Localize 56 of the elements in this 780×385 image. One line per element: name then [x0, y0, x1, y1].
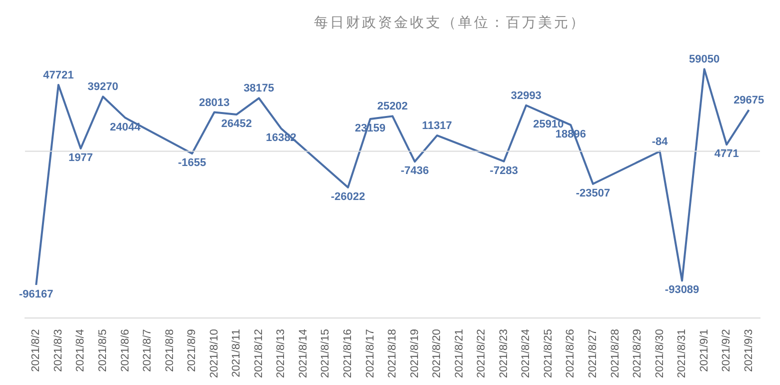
data-label: 39270: [88, 81, 118, 94]
data-label: 32993: [510, 90, 542, 102]
x-tick-label: 2021/8/5: [96, 329, 109, 372]
data-label: -7436: [400, 165, 429, 178]
x-tick-label: 2021/8/23: [498, 329, 510, 378]
x-tick-label: 2021/8/15: [320, 329, 332, 378]
x-tick-label: 2021/9/1: [698, 329, 710, 372]
x-tick-label: 2021/8/24: [520, 329, 532, 378]
data-label: -93089: [664, 284, 700, 296]
x-tick-label: 2021/8/29: [632, 329, 644, 378]
data-label: 59050: [689, 54, 720, 66]
x-tick-label: 2021/8/16: [342, 329, 354, 378]
x-tick-label: 2021/8/21: [453, 329, 466, 378]
data-label: -84: [652, 136, 669, 148]
x-tick-label: 2021/8/18: [386, 329, 399, 378]
data-label: 47721: [43, 69, 74, 82]
data-label: -26022: [330, 190, 366, 203]
data-label: 25202: [377, 100, 408, 113]
chart-title: 每日财政资金收支（单位：百万美元）: [313, 14, 587, 32]
x-tick-label: 2021/8/7: [142, 329, 154, 372]
x-tick-label: 2021/8/2: [30, 329, 42, 372]
data-label: 4771: [714, 148, 739, 160]
x-tick-label: 2021/8/14: [297, 329, 310, 378]
x-tick-label: 2021/8/10: [208, 329, 220, 378]
data-label: 25910: [533, 118, 564, 131]
data-label: 24044: [110, 121, 142, 134]
x-tick-label: 2021/8/25: [542, 329, 554, 378]
x-tick-label: 2021/8/8: [164, 329, 176, 372]
x-tick-label: 2021/9/2: [720, 329, 733, 372]
data-label: 1977: [68, 152, 93, 164]
x-tick-label: 2021/8/17: [364, 329, 376, 378]
x-tick-label: 2021/8/26: [564, 329, 577, 378]
x-tick-label: 2021/8/28: [609, 329, 622, 378]
x-tick-label: 2021/8/13: [275, 329, 288, 378]
data-label: -7283: [490, 164, 518, 177]
x-tick-label: 2021/8/22: [476, 329, 488, 378]
data-label: -23507: [576, 187, 610, 200]
data-label: -1655: [178, 157, 206, 170]
x-tick-label: 2021/9/3: [742, 329, 755, 372]
x-tick-label: 2021/8/6: [119, 329, 132, 372]
x-tick-label: 2021/8/31: [676, 329, 688, 378]
x-tick-label: 2021/8/11: [230, 329, 243, 378]
data-label: 29675: [734, 94, 764, 106]
data-label: 26452: [221, 118, 252, 130]
x-tick-label: 2021/8/19: [408, 329, 421, 378]
x-tick-label: 2021/8/12: [252, 329, 265, 378]
x-tick-label: 2021/8/9: [186, 329, 198, 372]
x-tick-label: 2021/8/27: [586, 329, 599, 378]
data-label: 28013: [199, 96, 230, 109]
x-tick-label: 2021/8/3: [52, 329, 64, 372]
data-label: 38175: [244, 82, 274, 95]
x-tick-label: 2021/8/30: [654, 329, 666, 378]
x-tick-label: 2021/8/4: [74, 329, 87, 372]
data-label: -96167: [19, 288, 54, 300]
x-tick-label: 2021/8/20: [431, 329, 444, 378]
data-label: 11317: [422, 120, 452, 132]
